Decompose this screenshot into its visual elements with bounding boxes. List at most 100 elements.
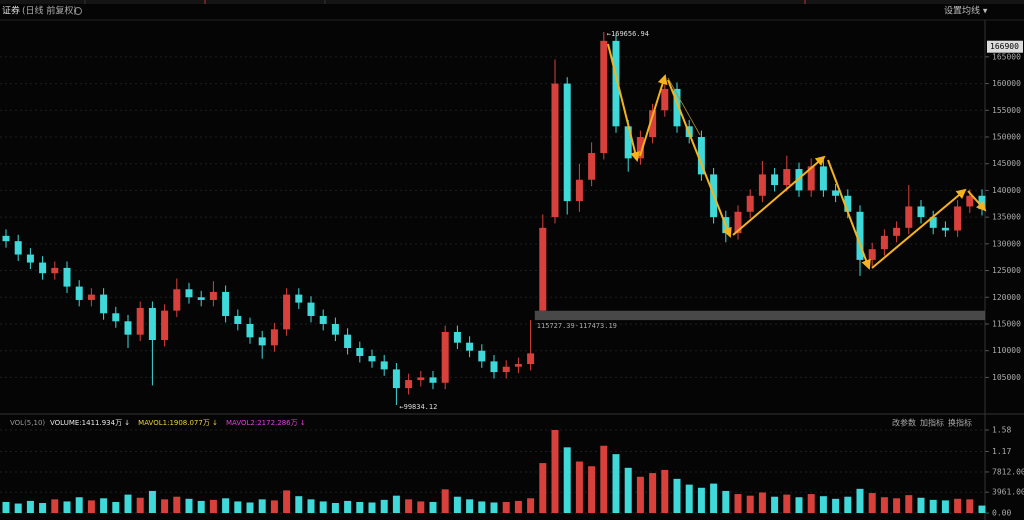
candle-body	[124, 321, 132, 335]
settings-icon[interactable]	[74, 7, 82, 15]
volume-bar	[417, 501, 425, 513]
volume-bar	[575, 461, 583, 513]
candle-body	[380, 361, 388, 370]
volume-bar	[331, 503, 339, 513]
volume-bar	[893, 498, 901, 513]
volume-bar	[636, 476, 644, 513]
candle-body	[514, 364, 522, 367]
candle-body	[161, 310, 169, 341]
candle-body	[148, 307, 156, 341]
candle-body	[893, 227, 901, 236]
candle-body	[612, 40, 620, 127]
candle-body	[600, 40, 608, 154]
candle-body	[417, 377, 425, 381]
volume-bar	[429, 501, 437, 513]
volume-bar	[697, 487, 705, 513]
candle-body	[295, 294, 303, 303]
volume-bar	[624, 467, 632, 513]
volume-bar	[771, 496, 779, 513]
volume-bar	[929, 499, 937, 513]
volume-bar	[246, 502, 254, 513]
pane-button[interactable]: 改参数	[892, 418, 916, 428]
volume-bar	[39, 503, 47, 513]
volume-bar	[368, 502, 376, 513]
y-tick-label: 140000	[992, 186, 1021, 195]
volume-bar	[795, 497, 803, 513]
ma-menu[interactable]: 设置均线 ▾	[944, 5, 988, 17]
candle-body	[270, 329, 278, 346]
candle-body	[51, 267, 59, 274]
volume-readout: MAVOL2:2172.286万 ↓	[226, 419, 306, 427]
volume-bar	[710, 483, 718, 513]
volume-bar	[100, 498, 108, 513]
candle-body	[405, 380, 413, 389]
volume-bar	[685, 484, 693, 513]
candle-body	[966, 195, 974, 207]
candle-body	[283, 294, 291, 330]
volume-tick-label: 1.58	[992, 425, 1011, 434]
volume-bar	[466, 499, 474, 513]
volume-tick-label: 0.00	[992, 509, 1011, 518]
candle-body	[26, 254, 34, 263]
volume-bar	[734, 494, 742, 513]
volume-bar	[917, 497, 925, 513]
volume-bar	[758, 492, 766, 513]
volume-tick-label: 7812.00	[992, 467, 1024, 476]
volume-bar	[661, 469, 669, 513]
candle-body	[368, 356, 376, 362]
high-label: ←169656.94	[607, 30, 649, 38]
volume-bar	[502, 501, 510, 513]
volume-bar	[161, 499, 169, 513]
volume-bar	[356, 501, 364, 513]
pane-button[interactable]: 加指标	[920, 418, 944, 428]
candle-body	[490, 361, 498, 373]
volume-bar	[319, 501, 327, 513]
volume-bar	[392, 495, 400, 513]
volume-bar	[295, 496, 303, 513]
candle-body	[136, 307, 144, 335]
candle-body	[783, 169, 791, 186]
volume-bar	[649, 473, 657, 513]
volume-bar	[441, 489, 449, 513]
candle-body	[39, 262, 47, 274]
volume-bar	[807, 494, 815, 513]
volume-bar	[136, 497, 144, 513]
y-tick-label: 165000	[992, 52, 1021, 61]
candle-body	[356, 348, 364, 357]
volume-bar	[270, 500, 278, 513]
volume-bar	[612, 454, 620, 513]
candle-body	[868, 249, 876, 260]
candle-body	[771, 174, 779, 186]
volume-bar	[527, 498, 535, 513]
candle-body	[649, 110, 657, 137]
y-tick-label: 155000	[992, 106, 1021, 115]
candle-body	[319, 315, 327, 324]
volume-bar	[87, 500, 95, 513]
volume-bar	[563, 447, 571, 513]
y-tick-label: 150000	[992, 133, 1021, 142]
volume-bar	[478, 501, 486, 513]
volume-bar	[14, 503, 22, 513]
candle-body	[917, 206, 925, 218]
candle-body	[734, 211, 742, 234]
volume-bar	[380, 499, 388, 513]
pane-button[interactable]: 换指标	[948, 418, 972, 428]
candle-body	[832, 190, 840, 196]
candle-body	[246, 323, 254, 338]
candle-body	[112, 313, 120, 322]
candle-body	[856, 211, 864, 260]
y-tick-label: 160000	[992, 79, 1021, 88]
volume-bar	[941, 500, 949, 513]
candle-body	[197, 297, 205, 300]
volume-bar	[844, 496, 852, 513]
candle-body	[673, 88, 681, 127]
candle-body	[87, 294, 95, 300]
candle-body	[2, 235, 10, 242]
candle-body	[636, 137, 644, 159]
volume-bar	[856, 488, 864, 513]
y-tick-label: 110000	[992, 346, 1021, 355]
candle-body	[588, 153, 596, 180]
volume-bar	[209, 499, 217, 513]
